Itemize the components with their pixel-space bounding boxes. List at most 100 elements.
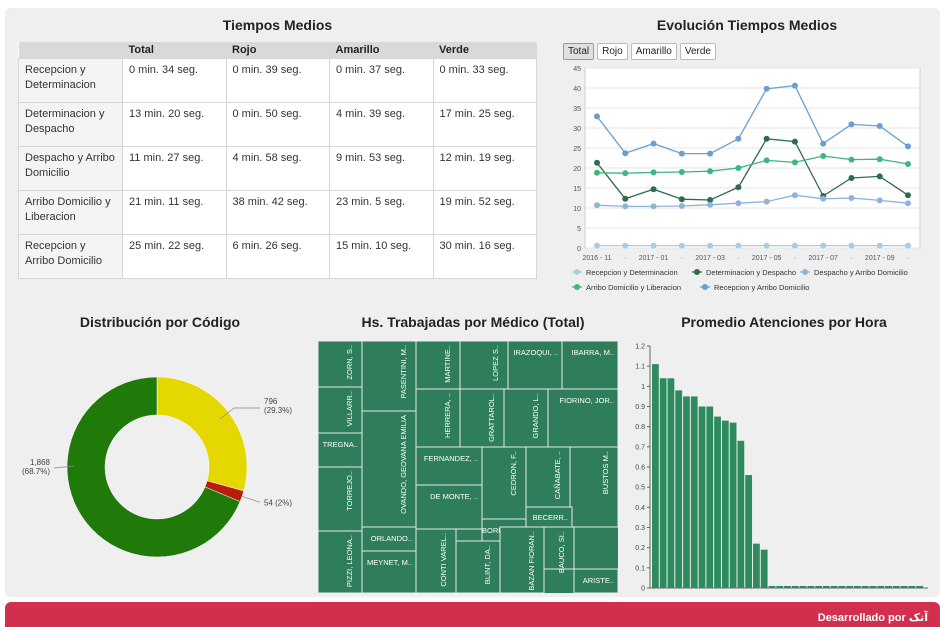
filter-button-total[interactable]: Total (563, 43, 595, 60)
x-tick-label: 2017 - 07 (808, 255, 838, 262)
treemap-cell (361, 550, 417, 593)
data-point (622, 242, 629, 249)
treemap-cell (525, 446, 571, 508)
distribucion-title: Distribución por Código (79, 314, 241, 330)
legend-label: Recepcion y Arribo Domicilio (714, 283, 809, 292)
promedio-bar-chart: 0 0.1 0.2 0.3 0.4 0.5 0.6 0.7 0.8 0.9 1 1.1 1.2 (635, 344, 928, 593)
bar (768, 585, 776, 588)
data-point (707, 197, 714, 203)
table-cell: 0 min. 33 seg. (432, 57, 537, 103)
bar (846, 585, 854, 588)
bar (799, 585, 807, 588)
series-line (596, 155, 909, 174)
data-point (594, 242, 600, 249)
bar (877, 585, 885, 588)
y-tick-label: 1.2 (635, 344, 645, 351)
legend-label: Arribo Domicilio y Liberacion (586, 283, 681, 292)
data-point (905, 143, 911, 150)
treemap-cell (415, 388, 461, 448)
label-leader (241, 495, 261, 503)
data-point (763, 135, 770, 142)
y-tick-label: 0.8 (635, 424, 645, 431)
treemap-cell (573, 568, 618, 593)
legend-label: Despacho y Arribo Domicilio (814, 268, 908, 277)
treemap-label: MARTINE.. (443, 345, 452, 383)
slice-label: 1,868 (30, 458, 51, 467)
treemap-cell (415, 528, 457, 593)
data-point (594, 113, 600, 120)
data-point (876, 242, 883, 249)
bar (861, 585, 869, 588)
data-point (594, 169, 600, 176)
treemap-label: CEDRON, F.. (509, 451, 518, 496)
table-cell: 21 min. 11 seg. (122, 189, 227, 235)
legend-label: Recepcion y Determinacion (586, 268, 678, 277)
table-cell: 12 min. 19 seg. (432, 145, 537, 191)
bar (784, 585, 791, 588)
treemap-label: BAUCO, SI.. (557, 531, 566, 573)
table-header-cell: Total (122, 42, 226, 58)
bar (690, 396, 698, 588)
footer-credit[interactable]: Desarrollado por آتک (817, 612, 928, 624)
label-leader (53, 465, 75, 469)
bar (760, 549, 768, 588)
data-point (905, 192, 911, 199)
data-point (678, 150, 685, 157)
data-point (791, 159, 798, 166)
bar (908, 585, 916, 588)
data-point (763, 242, 770, 249)
treemap-label: FERNANDEZ, .. (424, 454, 478, 463)
table-cell: 0 min. 37 seg. (329, 57, 434, 103)
bar (721, 420, 729, 588)
pie-slice (66, 376, 241, 558)
x-tick-dot: · (850, 255, 852, 262)
table-cell: 19 min. 52 seg. (432, 189, 537, 235)
y-tick-label: 25 (573, 146, 581, 153)
treemap-label: CONTI VAREL.. (439, 533, 448, 587)
filter-button-rojo[interactable]: Rojo (597, 43, 628, 60)
bar (698, 406, 706, 588)
horas-treemap: ZORN, S.. PASENTINI, M.. MARTINE.. LOPEZ S.… (318, 341, 618, 593)
treemap-label: PASENTINI, M.. (399, 345, 408, 399)
treemap-cell (503, 388, 549, 448)
filter-button-verde[interactable]: Verde (679, 43, 716, 60)
legend-swatch (574, 284, 580, 290)
y-tick-label: 30 (573, 126, 581, 133)
bar (776, 585, 784, 588)
treemap-label: IBARRA, M.. (571, 348, 614, 357)
treemap-label: IRAZOQUI, .. (513, 348, 558, 357)
treemap-label: FIORINO, JOR.. (559, 396, 614, 405)
treemap-label: DE MONTE, .. (430, 492, 478, 501)
series-line (596, 84, 909, 155)
treemap-label: BUSTOS M.. (601, 451, 610, 494)
data-point (848, 242, 855, 249)
data-point (876, 123, 883, 129)
promedio-title: Promedio Atenciones por Hora (681, 314, 887, 330)
data-point (820, 195, 827, 202)
y-tick-label: 1.1 (635, 364, 645, 371)
treemap-label: TREGNA.. (323, 440, 358, 449)
filter-button-amarillo[interactable]: Amarillo (630, 43, 677, 60)
y-tick-label: 0.9 (635, 404, 645, 411)
plot-area (584, 67, 921, 249)
x-tick-dot: · (681, 255, 683, 262)
bar (683, 396, 690, 588)
bar (892, 585, 900, 588)
legend-swatch (702, 284, 708, 290)
row-label-cell: Recepcion y Arribo Domicilio (18, 233, 123, 279)
table-cell: 0 min. 39 seg. (225, 57, 330, 103)
treemap-cell (459, 388, 505, 448)
slice-label: 54 (2%) (264, 498, 292, 507)
data-point (820, 153, 827, 159)
data-point (848, 195, 855, 201)
table-row: Arribo Domicilio y Liberacion 21 min. 11 … (18, 189, 537, 235)
treemap-cell (318, 432, 363, 468)
bar (885, 585, 892, 588)
y-tick-label: 0.2 (635, 545, 645, 552)
y-tick-label: 20 (573, 166, 581, 173)
treemap-label: ZORN, S.. (345, 345, 354, 380)
distribucion-donut-chart: 796(29.3%) 54 (2%) 1,868(68.7%) (22, 376, 292, 558)
bar (753, 543, 760, 588)
treemap-cell (543, 526, 575, 570)
data-point (622, 203, 629, 210)
